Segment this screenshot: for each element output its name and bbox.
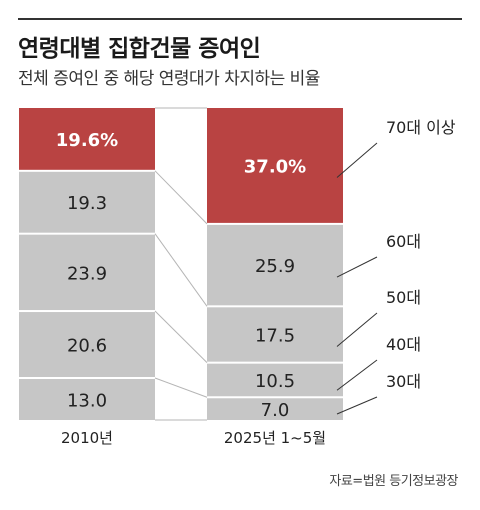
value-label-60대-2010년: 19.3: [67, 193, 107, 214]
bar-segment-40대-2025년-1-5월: [207, 363, 343, 397]
value-labels: 19.6% 19.3 23.9 20.6 13.0 37.0% 25.9 17.5 10.5 7.…: [56, 130, 306, 421]
value-label-30대-2010년: 13.0: [67, 391, 107, 412]
bar-segment-70대-이상-2010년: [19, 108, 155, 170]
leader-line-30대: [336, 396, 378, 415]
connector-line: [154, 170, 208, 225]
bar-segment-40대-2010년: [19, 312, 155, 378]
value-label-50대-2010년: 23.9: [67, 263, 107, 284]
series-label-40대: 40대: [386, 335, 421, 354]
bar-segment-70대-이상-2025년-1-5월: [207, 108, 343, 223]
value-label-60대-2025년-1-5월: 25.9: [255, 256, 295, 277]
value-label-70대-이상-2010년: 19.6%: [56, 130, 118, 151]
top-rule: [18, 18, 462, 20]
chart-subtitle: 전체 증여인 중 해당 연령대가 차지하는 비율: [18, 69, 320, 89]
bar-segment-30대-2010년: [19, 379, 155, 420]
connector-line: [154, 233, 208, 307]
bar-segment-60대-2010년: [19, 171, 155, 233]
value-label-70대-이상-2025년-1-5월: 37.0%: [244, 156, 306, 177]
series-label-70대-이상: 70대 이상: [386, 118, 456, 137]
connector-line: [154, 310, 208, 364]
leader-line-60대: [336, 256, 378, 278]
value-label-30대-2025년-1-5월: 7.0: [261, 400, 290, 421]
bar-segment-50대-2010년: [19, 234, 155, 311]
bar-segment-60대-2025년-1-5월: [207, 224, 343, 306]
leader-line-40대: [336, 359, 378, 391]
series-label-30대: 30대: [386, 372, 421, 391]
category-label-2010년: 2010년: [61, 429, 113, 447]
bar-segment-50대-2025년-1-5월: [207, 307, 343, 362]
source-note: 자료=법원 등기정보광장: [329, 474, 458, 489]
bar-segment-30대-2025년-1-5월: [207, 398, 343, 420]
connector-line: [154, 377, 208, 398]
series-labels: 70대 이상 60대 50대 40대 30대: [386, 118, 456, 391]
legend-leader-lines: [336, 142, 378, 415]
series-label-60대: 60대: [386, 232, 421, 251]
leader-line-70대-이상: [336, 142, 378, 178]
value-label-40대-2010년: 20.6: [67, 336, 107, 357]
category-labels: 2010년 2025년 1~5월: [61, 429, 326, 447]
value-label-50대-2025년-1-5월: 17.5: [255, 325, 295, 346]
category-label-2025년-1-5월: 2025년 1~5월: [224, 429, 326, 447]
leader-line-50대: [336, 312, 378, 347]
chart-title: 연령대별 집합건물 증여인: [18, 36, 261, 62]
bar-segments: [19, 108, 343, 420]
series-label-50대: 50대: [386, 288, 421, 307]
connector-lines: [154, 107, 208, 421]
value-label-40대-2025년-1-5월: 10.5: [255, 371, 295, 392]
